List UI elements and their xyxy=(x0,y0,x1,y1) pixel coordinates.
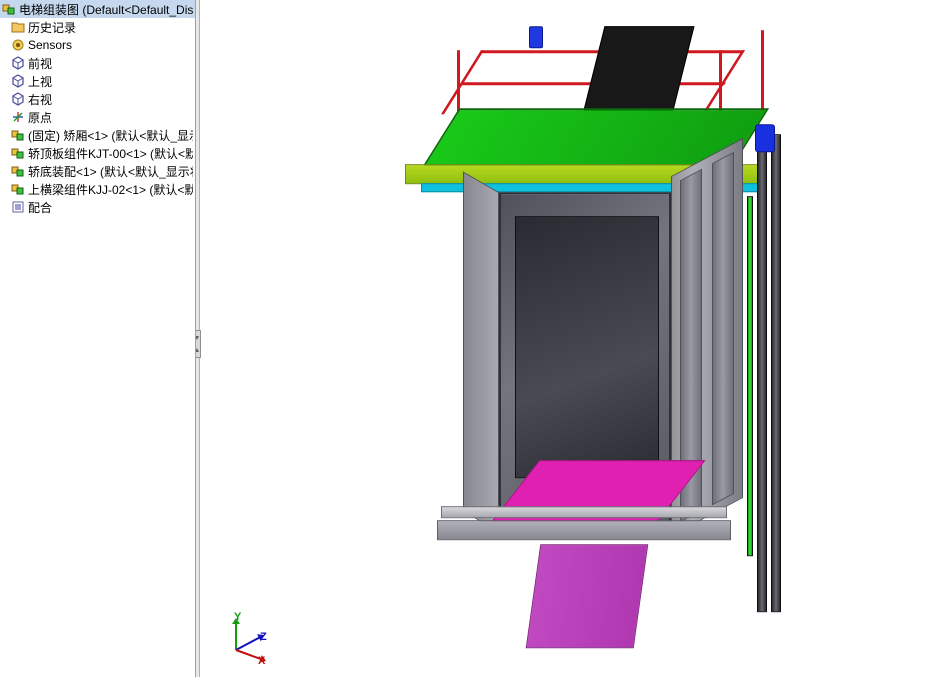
tree-item-label: (固定) 矫厢<1> (默认<默认_显示 xyxy=(28,127,193,144)
view-icon xyxy=(11,92,25,106)
axis-z xyxy=(236,636,262,651)
guide-rail-1 xyxy=(757,134,767,612)
tree-item-label: 轿顶板组件KJT-00<1> (默认<默 xyxy=(28,145,193,162)
tree-children: 历史记录 Sensors 前视上视右视原点(固定) 矫厢<1> (默认<默认_显示轿… xyxy=(0,18,195,216)
motor-small xyxy=(529,26,543,48)
sill-rail-upper xyxy=(441,506,727,518)
tree-item-label: 配合 xyxy=(28,199,52,216)
tree-item[interactable]: 上视 xyxy=(9,72,195,90)
handrail-post xyxy=(719,50,722,114)
tree-item[interactable]: 轿顶板组件KJT-00<1> (默认<默 xyxy=(9,144,195,162)
mate-icon xyxy=(11,200,25,214)
tree-item[interactable]: Sensors xyxy=(9,36,195,54)
tree-item[interactable]: (固定) 矫厢<1> (默认<默认_显示 xyxy=(9,126,195,144)
axis-y-label: Y xyxy=(234,611,241,623)
assembly-icon xyxy=(11,182,25,196)
tree-item[interactable]: 原点 xyxy=(9,108,195,126)
feature-tree-panel: 电梯组装图 (Default<Default_Disp 历史记录 Sensors 前… xyxy=(0,0,196,677)
tree-item-label: 上视 xyxy=(28,73,52,90)
view-icon xyxy=(11,74,25,88)
axis-z-label: Z xyxy=(260,631,267,643)
tree-item[interactable]: 上横梁组件KJJ-02<1> (默认<默 xyxy=(9,180,195,198)
tree-root-label: 电梯组装图 (Default<Default_Disp xyxy=(19,1,193,18)
handrail-post xyxy=(761,30,764,114)
assembly-icon xyxy=(2,2,16,16)
axis-x-label: X xyxy=(258,655,265,667)
tree-item[interactable]: 轿底装配<1> (默认<默认_显示状 xyxy=(9,162,195,180)
sensor-icon xyxy=(11,38,25,52)
view-icon xyxy=(11,56,25,70)
tree-item-label: 原点 xyxy=(28,109,52,126)
assembly-icon xyxy=(11,128,25,142)
guide-rail-green xyxy=(747,196,753,556)
assembly-icon xyxy=(11,164,25,178)
tree-item-label: 右视 xyxy=(28,91,52,108)
origin-icon xyxy=(11,110,25,124)
apron-panel xyxy=(526,544,649,648)
folder-icon xyxy=(11,20,25,34)
tree-item-label: 历史记录 xyxy=(28,19,76,36)
handrail-post xyxy=(457,50,460,114)
graphics-viewport[interactable]: Y Z X xyxy=(200,0,946,677)
tree-item-label: 上横梁组件KJJ-02<1> (默认<默 xyxy=(28,181,193,198)
axis-y xyxy=(235,622,237,650)
panel-splitter[interactable] xyxy=(196,0,200,677)
assembly-icon xyxy=(11,146,25,160)
tree-item[interactable]: 前视 xyxy=(9,54,195,72)
orientation-triad[interactable]: Y Z X xyxy=(208,605,268,665)
guide-rail-2 xyxy=(771,134,781,612)
tree-item-label: Sensors xyxy=(28,38,72,52)
tree-root-item[interactable]: 电梯组装图 (Default<Default_Disp xyxy=(0,0,195,18)
cabin-side-left xyxy=(463,171,499,532)
model-render xyxy=(313,6,833,646)
sill-rail-lower xyxy=(437,520,731,540)
tree-item[interactable]: 配合 xyxy=(9,198,195,216)
tree-item[interactable]: 历史记录 xyxy=(9,18,195,36)
tree-item-label: 前视 xyxy=(28,55,52,72)
governor-motor xyxy=(755,124,775,152)
tree-item[interactable]: 右视 xyxy=(9,90,195,108)
tree-item-label: 轿底装配<1> (默认<默认_显示状 xyxy=(28,163,193,180)
